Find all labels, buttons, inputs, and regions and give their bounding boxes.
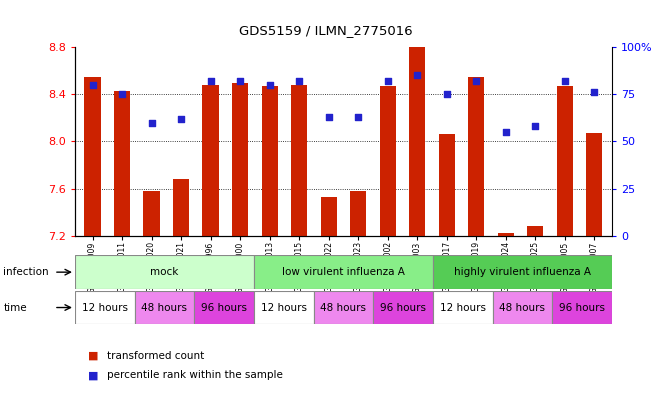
Bar [527, 226, 544, 236]
Bar [291, 85, 307, 236]
Bar [75, 291, 135, 324]
Text: 96 hours: 96 hours [559, 303, 605, 312]
Text: 96 hours: 96 hours [201, 303, 247, 312]
Bar [409, 47, 425, 236]
Bar [552, 291, 612, 324]
Point [501, 129, 511, 135]
Point [441, 91, 452, 97]
Point [294, 78, 305, 84]
Point [264, 82, 275, 88]
Point [412, 72, 422, 79]
Bar [75, 255, 254, 289]
Point [176, 116, 186, 122]
Bar [439, 134, 455, 236]
Bar [202, 85, 219, 236]
Bar [194, 291, 254, 324]
Point [146, 119, 157, 126]
Bar [586, 133, 602, 236]
Bar [380, 86, 396, 236]
Text: ■: ■ [88, 351, 98, 361]
Bar [262, 86, 278, 236]
Text: ■: ■ [88, 370, 98, 380]
Text: 48 hours: 48 hours [499, 303, 546, 312]
Text: 48 hours: 48 hours [320, 303, 367, 312]
Bar [232, 83, 248, 236]
Text: infection: infection [3, 267, 49, 277]
Point [559, 78, 570, 84]
Text: percentile rank within the sample: percentile rank within the sample [107, 370, 283, 380]
Bar [433, 255, 612, 289]
Point [353, 114, 363, 120]
Bar [254, 255, 433, 289]
Text: mock: mock [150, 267, 178, 277]
Text: GDS5159 / ILMN_2775016: GDS5159 / ILMN_2775016 [239, 24, 412, 37]
Bar [373, 291, 433, 324]
Bar [557, 86, 573, 236]
Bar [114, 91, 130, 236]
Bar [173, 179, 189, 236]
Point [117, 91, 128, 97]
Text: time: time [3, 303, 27, 312]
Text: 96 hours: 96 hours [380, 303, 426, 312]
Point [530, 123, 540, 130]
Text: 48 hours: 48 hours [141, 303, 187, 312]
Bar [135, 291, 194, 324]
Bar [320, 197, 337, 236]
Text: low virulent influenza A: low virulent influenza A [282, 267, 405, 277]
Bar [493, 291, 552, 324]
Bar [497, 233, 514, 236]
Bar [433, 291, 493, 324]
Point [471, 78, 481, 84]
Point [206, 78, 216, 84]
Bar [254, 291, 314, 324]
Point [589, 89, 600, 95]
Bar [468, 77, 484, 236]
Text: highly virulent influenza A: highly virulent influenza A [454, 267, 591, 277]
Text: 12 hours: 12 hours [82, 303, 128, 312]
Text: 12 hours: 12 hours [261, 303, 307, 312]
Bar [350, 191, 367, 236]
Point [235, 78, 245, 84]
Point [382, 78, 393, 84]
Point [324, 114, 334, 120]
Bar [85, 77, 101, 236]
Point [87, 82, 98, 88]
Text: transformed count: transformed count [107, 351, 204, 361]
Bar [314, 291, 373, 324]
Bar [143, 191, 159, 236]
Text: 12 hours: 12 hours [440, 303, 486, 312]
